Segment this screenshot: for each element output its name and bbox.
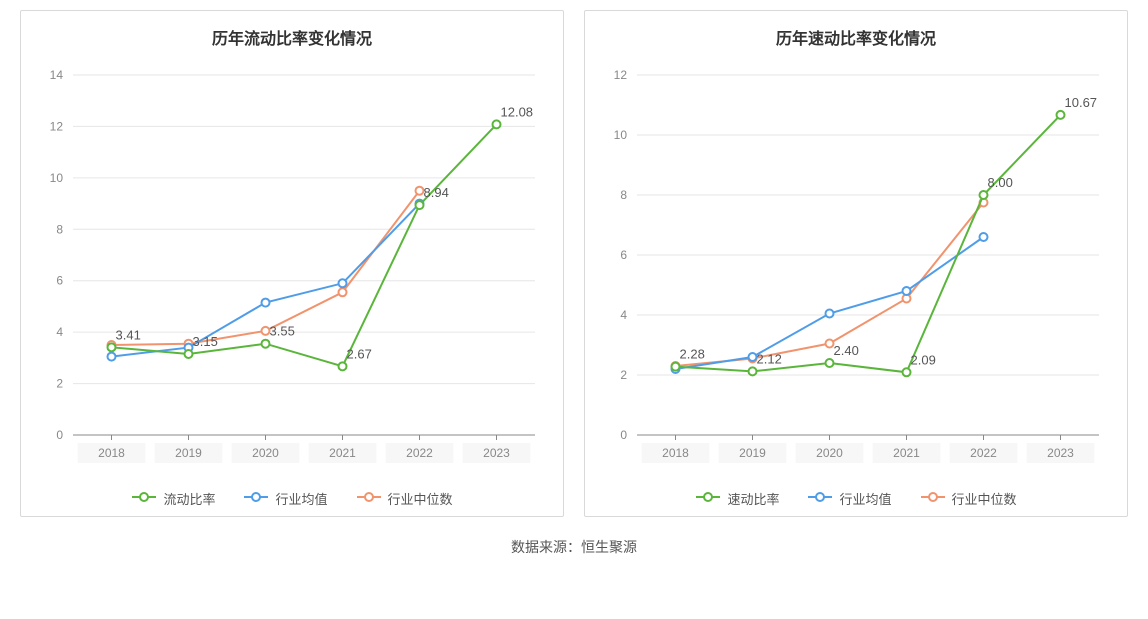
y-axis-label: 6 (56, 274, 63, 288)
legend-item-industry-median[interactable]: 行业中位数 (356, 489, 453, 508)
series-marker[interactable] (416, 201, 424, 209)
legend-label: 行业均值 (839, 489, 891, 508)
series-marker[interactable] (339, 279, 347, 287)
y-axis-label: 0 (620, 428, 627, 442)
legend-swatch-icon (356, 490, 382, 507)
data-label: 2.12 (757, 351, 782, 366)
legend-swatch-icon (920, 490, 946, 507)
y-axis-label: 2 (620, 368, 627, 382)
data-label: 12.08 (501, 104, 534, 119)
y-axis-label: 4 (56, 325, 63, 339)
legend-swatch-icon (243, 490, 269, 507)
legend-swatch-icon (695, 490, 721, 507)
series-line (112, 124, 497, 366)
data-source: 数据来源：恒生聚源 (20, 537, 1128, 557)
legend-item-industry-median[interactable]: 行业中位数 (920, 489, 1017, 508)
series-marker[interactable] (749, 367, 757, 375)
y-axis-label: 0 (56, 428, 63, 442)
y-axis-label: 14 (50, 68, 64, 82)
series-line (112, 191, 420, 345)
series-marker[interactable] (339, 362, 347, 370)
legend-label: 行业中位数 (952, 489, 1017, 508)
y-axis-label: 10 (50, 171, 64, 185)
legend-item-industry-avg[interactable]: 行业均值 (243, 489, 327, 508)
x-axis-label: 2022 (970, 446, 997, 460)
legend-label: 行业均值 (275, 489, 327, 508)
legend-label: 速动比率 (727, 489, 779, 508)
data-label: 8.00 (988, 175, 1013, 190)
series-marker[interactable] (980, 233, 988, 241)
legend-item-current-ratio[interactable]: 流动比率 (131, 489, 215, 508)
legend-current-ratio: 流动比率 行业均值 行业中位数 (29, 489, 555, 508)
x-axis-label: 2021 (893, 446, 920, 460)
x-axis-label: 2020 (816, 446, 843, 460)
series-marker[interactable] (903, 287, 911, 295)
x-axis-label: 2019 (175, 446, 202, 460)
x-axis-label: 2023 (1047, 446, 1074, 460)
y-axis-label: 2 (56, 377, 63, 391)
series-marker[interactable] (108, 353, 116, 361)
y-axis-label: 10 (614, 128, 628, 142)
data-source-name: 恒生聚源 (581, 539, 637, 555)
legend-label: 行业中位数 (388, 489, 453, 508)
series-marker[interactable] (980, 191, 988, 199)
y-axis-label: 8 (56, 222, 63, 236)
data-label: 2.40 (834, 343, 859, 358)
series-line (676, 115, 1061, 372)
x-axis-label: 2023 (483, 446, 510, 460)
data-label: 3.15 (193, 334, 218, 349)
series-marker[interactable] (339, 288, 347, 296)
x-axis-label: 2020 (252, 446, 279, 460)
y-axis-label: 12 (50, 119, 64, 133)
legend-quick-ratio: 速动比率 行业均值 行业中位数 (593, 489, 1119, 508)
series-marker[interactable] (826, 310, 834, 318)
legend-swatch-icon (131, 490, 157, 507)
chart-panel-quick-ratio: 历年速动比率变化情况 0 2 4 6 8 10 12 2018 2019 2020 2021 2022… (584, 10, 1128, 517)
data-label: 2.67 (347, 346, 372, 361)
series-marker[interactable] (262, 299, 270, 307)
legend-label: 流动比率 (163, 489, 215, 508)
x-axis-label: 2019 (739, 446, 766, 460)
y-axis-label: 8 (620, 188, 627, 202)
series-marker[interactable] (826, 340, 834, 348)
y-axis-label: 12 (614, 68, 628, 82)
series-marker[interactable] (262, 340, 270, 348)
data-label: 2.28 (680, 347, 705, 362)
chart-svg: 0 2 4 6 8 10 12 14 2018 2019 2020 2021 2022 2023 3.41 3… (29, 61, 555, 471)
legend-item-industry-avg[interactable]: 行业均值 (807, 489, 891, 508)
series-marker[interactable] (1057, 111, 1065, 119)
plot-area-quick-ratio: 0 2 4 6 8 10 12 2018 2019 2020 2021 2022 2023 2.28 2.1… (593, 61, 1119, 471)
series-marker[interactable] (416, 187, 424, 195)
series-marker[interactable] (493, 120, 501, 128)
series-marker[interactable] (262, 327, 270, 335)
chart-panel-current-ratio: 历年流动比率变化情况 0 2 4 6 8 10 12 14 2018 2019 2020 2021 20… (20, 10, 564, 517)
data-source-prefix: 数据来源： (511, 539, 581, 555)
chart-title: 历年流动比率变化情况 (29, 25, 555, 49)
chart-title: 历年速动比率变化情况 (593, 25, 1119, 49)
dashboard-container: 历年流动比率变化情况 02468101214201820192020202120… (0, 0, 1148, 619)
chart-svg: 0 2 4 6 8 10 12 2018 2019 2020 2021 2022 2023 2.28 2.1… (593, 61, 1119, 471)
legend-swatch-icon (807, 490, 833, 507)
x-axis-label: 2018 (98, 446, 125, 460)
data-label: 8.94 (424, 185, 449, 200)
series-marker[interactable] (108, 343, 116, 351)
series-marker[interactable] (826, 359, 834, 367)
series-marker[interactable] (749, 353, 757, 361)
y-axis-label: 6 (620, 248, 627, 262)
y-axis-label: 4 (620, 308, 627, 322)
x-axis-label: 2018 (662, 446, 689, 460)
data-label: 2.09 (911, 352, 936, 367)
x-axis-label: 2022 (406, 446, 433, 460)
data-label: 10.67 (1065, 95, 1098, 110)
data-label: 3.55 (270, 324, 295, 339)
plot-area-current-ratio: 0 2 4 6 8 10 12 14 2018 2019 2020 2021 2022 2023 3.41 3… (29, 61, 555, 471)
series-marker[interactable] (672, 363, 680, 371)
legend-item-quick-ratio[interactable]: 速动比率 (695, 489, 779, 508)
x-axis-label: 2021 (329, 446, 356, 460)
charts-row: 历年流动比率变化情况 02468101214201820192020202120… (20, 10, 1128, 517)
series-marker[interactable] (903, 368, 911, 376)
series-marker[interactable] (185, 350, 193, 358)
data-label: 3.41 (116, 327, 141, 342)
